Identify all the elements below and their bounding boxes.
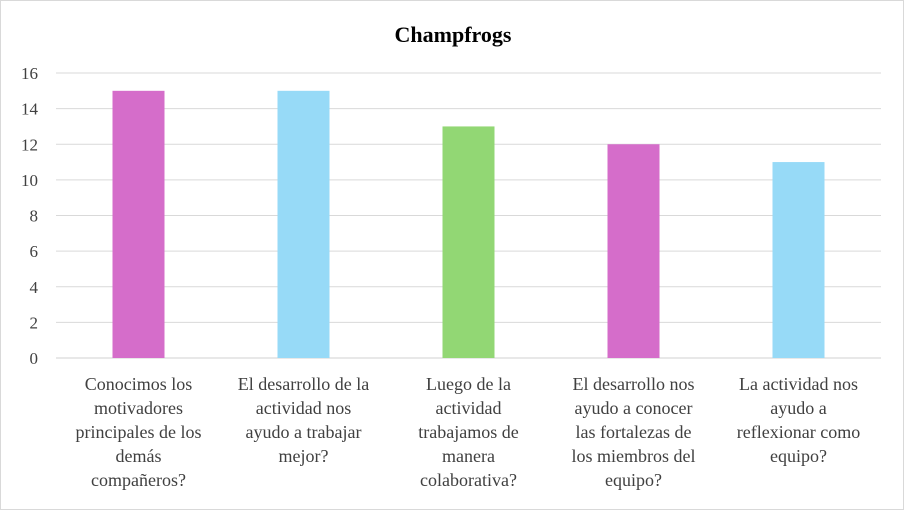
x-category-label-line: motivadores	[94, 398, 183, 418]
y-tick-label: 0	[30, 349, 39, 368]
y-tick-label: 12	[21, 135, 38, 154]
x-category-label-line: ayudo a conocer	[575, 398, 693, 418]
x-category-label-line: Luego de la	[426, 374, 511, 394]
y-tick-label: 4	[30, 278, 39, 297]
x-category-label-line: La actividad nos	[739, 374, 858, 394]
x-category-label-line: reflexionar como	[737, 422, 860, 442]
x-axis-labels: Conocimos los motivadores principales de l…	[76, 374, 861, 490]
bars	[112, 90, 825, 358]
x-category-label-line: actividad nos	[256, 398, 351, 418]
y-tick-label: 8	[30, 207, 39, 226]
y-tick-label: 2	[30, 313, 39, 332]
x-category-label-line: El desarrollo de la	[238, 374, 369, 394]
chart-title: Champfrogs	[395, 22, 512, 47]
bar	[772, 162, 825, 358]
x-category-label: Luego de la actividad trabajamos de manera c…	[418, 374, 518, 490]
x-category-label-line: las fortalezas de	[576, 422, 692, 442]
y-tick-label: 14	[21, 100, 39, 119]
y-tick-label: 10	[21, 171, 38, 190]
x-category-label-line: equipo?	[770, 446, 827, 466]
x-category-label-line: los miembros del	[572, 446, 696, 466]
x-category-label-line: equipo?	[605, 470, 662, 490]
y-tick-label: 16	[21, 64, 38, 83]
x-category-label-line: Conocimos los	[85, 374, 193, 394]
x-category-label-line: ayudo a trabajar	[246, 422, 362, 442]
bar	[442, 126, 495, 358]
y-tick-label: 6	[30, 242, 39, 261]
x-category-label-line: compañeros?	[91, 470, 186, 490]
bar	[277, 90, 330, 358]
x-category-label-line: principales de los	[76, 422, 202, 442]
bar	[112, 90, 165, 358]
x-category-label-line: mejor?	[279, 446, 329, 466]
y-axis-ticks: 0 2 4 6 8 10 12 14 16	[21, 64, 39, 368]
x-category-label-line: El desarrollo nos	[573, 374, 695, 394]
x-category-label: La actividad nos ayudo a reflexionar como e…	[737, 374, 860, 466]
x-category-label-line: colaborativa?	[420, 470, 517, 490]
x-category-label-line: demás	[116, 446, 162, 466]
x-category-label-line: manera	[442, 446, 495, 466]
x-category-label: Conocimos los motivadores principales de l…	[76, 374, 202, 490]
bar	[607, 144, 660, 358]
x-category-label-line: ayudo a	[770, 398, 826, 418]
x-category-label: El desarrollo de la actividad nos ayudo a …	[238, 374, 369, 466]
x-category-label-line: actividad	[436, 398, 502, 418]
x-category-label-line: trabajamos de	[418, 422, 518, 442]
x-category-label: El desarrollo nos ayudo a conocer las fort…	[572, 374, 696, 490]
